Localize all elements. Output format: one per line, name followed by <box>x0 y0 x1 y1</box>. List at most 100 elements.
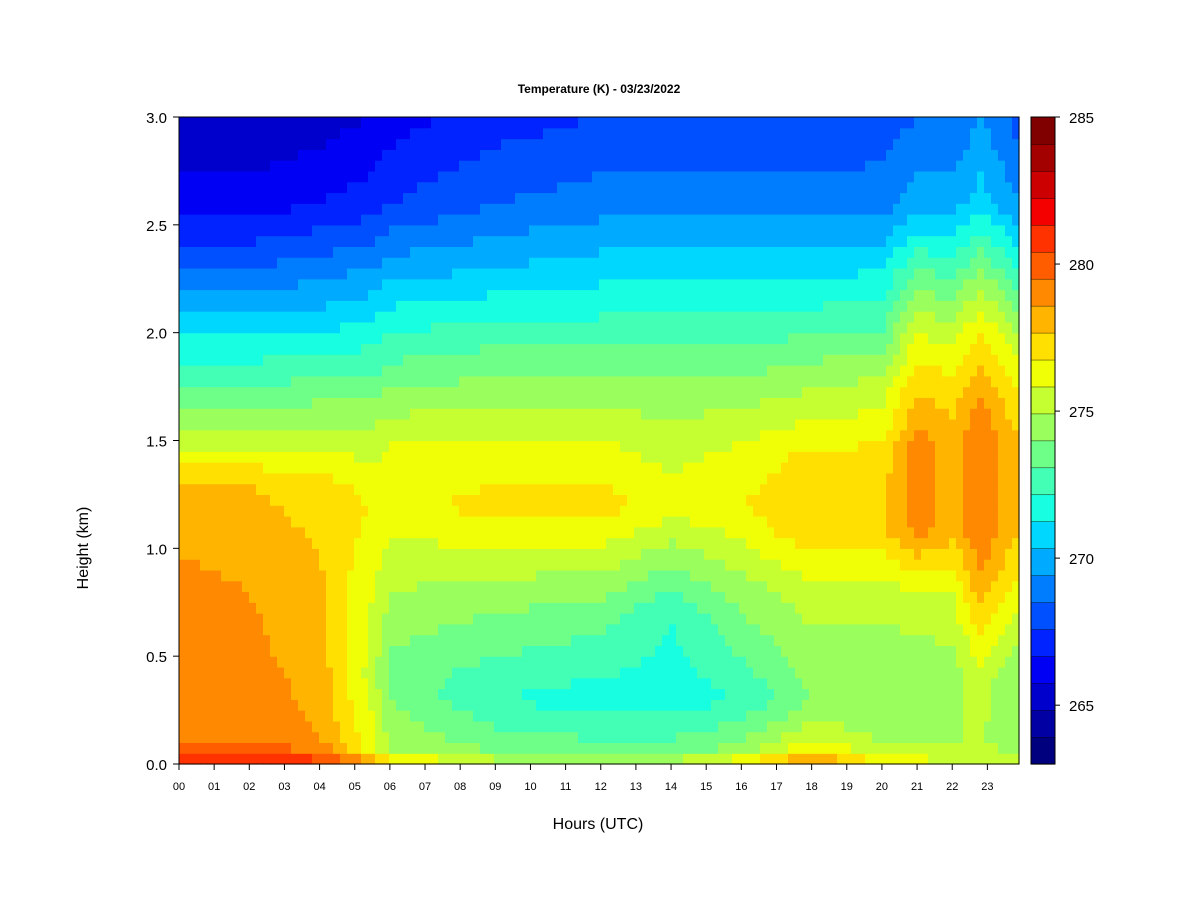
heatmap-cell <box>452 235 460 247</box>
heatmap-cell <box>557 235 565 247</box>
heatmap-cell <box>270 397 278 409</box>
heatmap-cell <box>235 429 243 442</box>
heatmap-cell <box>466 300 474 312</box>
heatmap-cell <box>361 710 369 722</box>
heatmap-cell <box>655 354 663 366</box>
heatmap-cell <box>354 666 362 679</box>
heatmap-cell <box>571 278 579 291</box>
heatmap-cell <box>627 246 635 258</box>
heatmap-cell <box>403 731 411 744</box>
heatmap-cell <box>613 321 621 334</box>
heatmap-cell <box>179 224 187 237</box>
heatmap-cell <box>284 289 292 301</box>
heatmap-cell <box>263 623 271 636</box>
heatmap-cell <box>459 267 467 280</box>
heatmap-cell <box>578 192 586 204</box>
heatmap-cell <box>746 559 754 571</box>
heatmap-cell <box>571 246 579 258</box>
heatmap-cell <box>340 688 348 700</box>
heatmap-cell <box>228 365 236 377</box>
heatmap-cell <box>655 710 663 722</box>
heatmap-cell <box>417 311 425 323</box>
heatmap-cell <box>326 699 334 711</box>
heatmap-cell <box>662 753 670 765</box>
heatmap-cell <box>186 720 194 733</box>
heatmap-cell <box>305 386 313 398</box>
heatmap-cell <box>410 365 418 377</box>
heatmap-cell <box>613 267 621 280</box>
heatmap-cell <box>445 720 453 733</box>
heatmap-cell <box>522 311 530 323</box>
heatmap-cell <box>312 462 320 474</box>
heatmap-cell <box>249 354 257 366</box>
heatmap-cell <box>641 710 649 722</box>
heatmap-cell <box>242 483 250 496</box>
heatmap-cell <box>655 515 663 528</box>
heatmap-cell <box>298 494 306 506</box>
heatmap-cell <box>550 462 558 474</box>
heatmap-cell <box>718 418 726 431</box>
heatmap-cell <box>473 731 481 744</box>
heatmap-cell <box>669 386 677 398</box>
heatmap-cell <box>655 418 663 431</box>
heatmap-cell <box>340 246 348 258</box>
heatmap-cell <box>319 656 327 668</box>
heatmap-cell <box>718 666 726 679</box>
heatmap-cell <box>459 494 467 506</box>
heatmap-cell <box>382 591 390 603</box>
heatmap-cell <box>718 397 726 409</box>
heatmap-cell <box>669 127 677 140</box>
heatmap-cell <box>263 483 271 496</box>
heatmap-cell <box>193 386 201 398</box>
heatmap-cell <box>459 753 467 765</box>
heatmap-cell <box>207 300 215 312</box>
heatmap-cell <box>606 224 614 237</box>
heatmap-cell <box>732 267 740 280</box>
heatmap-cell <box>291 505 299 517</box>
heatmap-cell <box>389 688 397 700</box>
heatmap-cell <box>235 688 243 700</box>
heatmap-cell <box>718 494 726 506</box>
heatmap-cell <box>389 710 397 722</box>
heatmap-cell <box>207 429 215 442</box>
heatmap-cell <box>487 375 495 388</box>
heatmap-cell <box>592 257 600 269</box>
heatmap-cell <box>508 645 516 657</box>
heatmap-cell <box>291 224 299 237</box>
heatmap-cell <box>389 170 397 183</box>
heatmap-cell <box>641 742 649 754</box>
heatmap-cell <box>676 170 684 183</box>
heatmap-cell <box>186 397 194 409</box>
heatmap-cell <box>340 677 348 690</box>
heatmap-cell <box>375 332 383 345</box>
heatmap-cell <box>690 472 698 485</box>
heatmap-cell <box>585 408 593 420</box>
heatmap-cell <box>410 224 418 237</box>
heatmap-cell <box>711 742 719 754</box>
heatmap-cell <box>613 278 621 291</box>
heatmap-cell <box>564 505 572 517</box>
heatmap-cell <box>452 742 460 754</box>
heatmap-cell <box>438 483 446 496</box>
heatmap-cell <box>627 591 635 603</box>
heatmap-cell <box>599 214 607 226</box>
heatmap-cell <box>305 494 313 506</box>
heatmap-cell <box>718 214 726 226</box>
heatmap-cell <box>697 666 705 679</box>
heatmap-cell <box>312 537 320 549</box>
heatmap-cell <box>480 160 488 172</box>
heatmap-cell <box>193 311 201 323</box>
heatmap-cell <box>291 710 299 722</box>
heatmap-cell <box>641 602 649 614</box>
heatmap-cell <box>697 602 705 614</box>
heatmap-cell <box>732 591 740 603</box>
heatmap-cell <box>396 526 404 539</box>
heatmap-cell <box>746 720 754 733</box>
heatmap-cell <box>662 483 670 496</box>
heatmap-cell <box>669 321 677 334</box>
heatmap-cell <box>557 365 565 377</box>
heatmap-cell <box>641 623 649 636</box>
heatmap-cell <box>193 537 201 549</box>
heatmap-cell <box>284 623 292 636</box>
heatmap-cell <box>676 214 684 226</box>
